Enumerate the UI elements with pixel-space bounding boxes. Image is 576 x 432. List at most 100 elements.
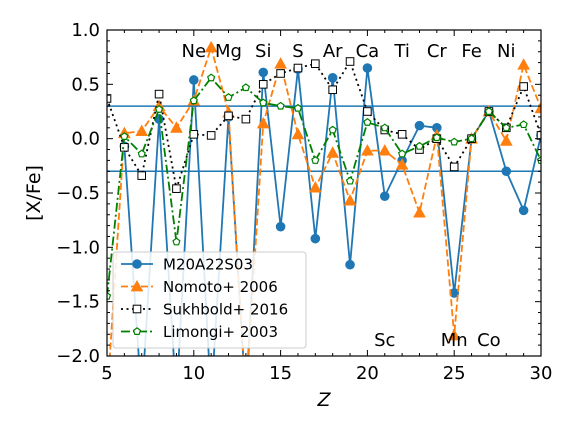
y-tick-label: −1.0 xyxy=(56,237,100,258)
legend-box xyxy=(112,251,307,349)
data-point xyxy=(206,131,216,140)
legend-entry: Sukhbold+ 2016 xyxy=(121,301,288,319)
data-point xyxy=(502,123,511,132)
y-tick-label: −0.5 xyxy=(56,183,100,204)
data-point xyxy=(362,63,373,73)
element-label-top: S xyxy=(292,41,303,62)
data-point xyxy=(536,131,541,140)
x-tick-label: 25 xyxy=(443,363,466,384)
series-3 xyxy=(107,73,541,300)
data-point xyxy=(241,114,251,124)
data-point xyxy=(132,327,142,336)
data-point xyxy=(291,127,305,140)
data-point xyxy=(137,149,146,158)
element-label-top: Ni xyxy=(497,41,515,62)
data-point xyxy=(534,101,541,114)
data-point xyxy=(517,58,530,70)
data-point xyxy=(172,395,181,404)
series-line xyxy=(108,46,541,356)
data-point xyxy=(432,133,441,142)
element-label-top: Ne xyxy=(182,41,207,62)
data-point xyxy=(327,73,338,83)
data-point xyxy=(242,395,251,404)
x-tick-label: 5 xyxy=(101,363,112,384)
element-label-bottom: Co xyxy=(477,330,501,351)
data-point xyxy=(484,107,494,116)
data-point xyxy=(501,166,512,177)
data-point xyxy=(130,279,144,292)
data-point xyxy=(170,121,183,133)
legend-label: Limongi+ 2003 xyxy=(163,323,278,341)
data-point xyxy=(328,125,337,134)
data-point xyxy=(120,143,129,152)
element-labels: Ne Mg Si S Ar Ca Ti Cr Fe Ni Sc Mn Co xyxy=(182,41,516,351)
data-point xyxy=(204,40,218,53)
data-point xyxy=(189,96,198,105)
data-point xyxy=(343,194,357,206)
data-point xyxy=(449,162,459,172)
data-point xyxy=(519,82,528,91)
y-tick-label: −2.0 xyxy=(56,346,100,367)
data-point xyxy=(274,57,287,69)
data-point xyxy=(135,124,149,136)
data-point xyxy=(326,146,340,158)
axis-ticks xyxy=(106,29,542,357)
legend-label: Sukhbold+ 2016 xyxy=(163,301,288,319)
data-point xyxy=(240,394,251,404)
data-point xyxy=(345,57,355,66)
data-point xyxy=(241,83,251,92)
data-point xyxy=(395,158,409,170)
data-point xyxy=(328,85,337,95)
element-label-top: Ar xyxy=(323,41,343,62)
data-point xyxy=(363,118,372,126)
x-tick-label: 10 xyxy=(182,363,205,384)
element-label-top: Cr xyxy=(427,41,448,62)
series-line xyxy=(107,76,541,297)
legend-label: Nomoto+ 2006 xyxy=(163,278,278,296)
data-point xyxy=(310,233,321,244)
data-point xyxy=(361,144,374,156)
y-tick-label: 1.0 xyxy=(71,20,100,41)
data-point xyxy=(518,205,529,216)
legend-entry: M20A22S03 xyxy=(121,256,253,274)
element-label-top: Mg xyxy=(215,41,242,62)
series-layer xyxy=(102,40,541,404)
data-point xyxy=(102,394,113,404)
legend-label: M20A22S03 xyxy=(163,256,253,274)
data-point xyxy=(380,123,389,132)
data-point xyxy=(378,144,392,156)
element-label-top: Si xyxy=(255,41,271,62)
data-point xyxy=(120,132,129,141)
tick-labels: 5 10 15 20 25 30 −2.0 −1.5 −1.0 −0.5 0.0 0.5 1.0 xyxy=(56,20,552,384)
data-point xyxy=(345,176,355,185)
data-point xyxy=(107,94,112,103)
data-point xyxy=(132,304,142,314)
data-point xyxy=(172,237,181,246)
data-point xyxy=(414,120,425,131)
data-point xyxy=(499,134,513,146)
data-point xyxy=(413,206,426,218)
element-label-top: Fe xyxy=(461,41,481,62)
data-point xyxy=(259,98,268,107)
data-point xyxy=(258,80,268,89)
data-point xyxy=(224,111,233,121)
data-point xyxy=(207,395,216,404)
legend-entry: Limongi+ 2003 xyxy=(121,323,278,341)
data-point xyxy=(137,395,146,404)
data-point xyxy=(447,328,461,341)
data-point xyxy=(467,134,476,143)
legend: M20A22S03 Nomoto+ 2006 Sukhbold+ 2016 Limon… xyxy=(112,251,307,349)
data-point xyxy=(397,130,407,139)
x-tick-label: 30 xyxy=(530,363,553,384)
series-line xyxy=(107,60,541,190)
y-tick-label: 0.0 xyxy=(71,129,100,150)
data-point xyxy=(345,259,355,270)
series-0 xyxy=(119,63,541,404)
y-axis-label: [X/Fe] xyxy=(23,165,45,221)
data-point xyxy=(172,184,181,193)
data-point xyxy=(379,191,390,202)
data-point xyxy=(224,93,233,101)
data-point xyxy=(293,63,303,73)
data-point xyxy=(107,291,112,300)
